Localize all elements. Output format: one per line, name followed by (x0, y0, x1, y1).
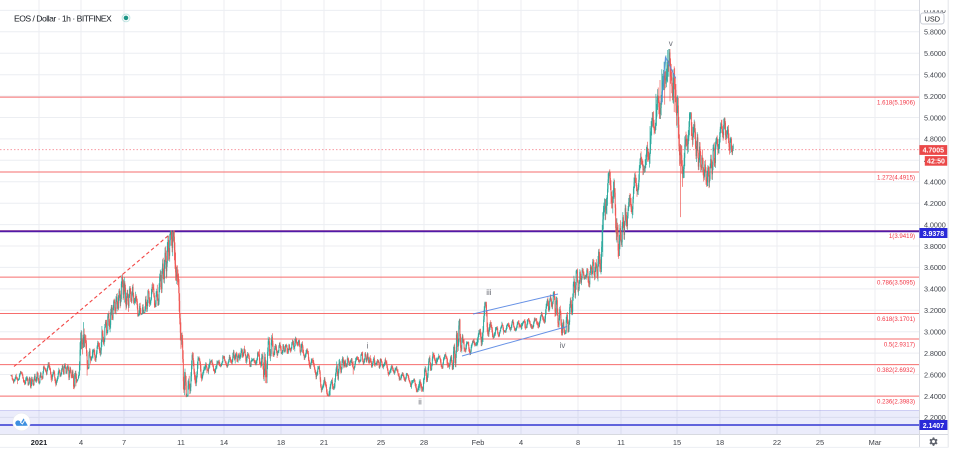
svg-text:4.8000: 4.8000 (924, 135, 946, 144)
svg-text:0.382(2.6932): 0.382(2.6932) (877, 367, 915, 374)
svg-text:ii: ii (418, 398, 422, 407)
svg-text:4.7005: 4.7005 (923, 148, 945, 155)
svg-text:iii: iii (486, 288, 492, 297)
svg-text:iv: iv (560, 341, 566, 350)
svg-text:5.2000: 5.2000 (924, 92, 946, 101)
svg-text:15: 15 (673, 438, 681, 447)
svg-text:5.6000: 5.6000 (924, 49, 946, 58)
svg-text:11: 11 (617, 438, 625, 447)
svg-text:7: 7 (122, 438, 126, 447)
svg-text:5.4000: 5.4000 (924, 71, 946, 80)
svg-text:22: 22 (773, 438, 781, 447)
svg-text:18: 18 (277, 438, 285, 447)
svg-text:5.0000: 5.0000 (924, 113, 946, 122)
svg-text:1.618(5.1906): 1.618(5.1906) (877, 99, 915, 106)
svg-text:1.272(4.4915): 1.272(4.4915) (877, 174, 915, 181)
svg-text:3.2000: 3.2000 (924, 306, 946, 315)
svg-text:2.1407: 2.1407 (923, 423, 945, 430)
svg-text:2.8000: 2.8000 (924, 349, 946, 358)
svg-text:3.8000: 3.8000 (924, 242, 946, 251)
svg-text:0.618(3.1701): 0.618(3.1701) (877, 316, 915, 323)
svg-text:18: 18 (716, 438, 724, 447)
svg-text:0.5(2.9317): 0.5(2.9317) (884, 341, 915, 348)
svg-text:v: v (669, 39, 673, 48)
svg-text:3.0000: 3.0000 (924, 328, 946, 337)
svg-text:4.2000: 4.2000 (924, 199, 946, 208)
svg-text:8: 8 (576, 438, 580, 447)
svg-text:14: 14 (220, 438, 228, 447)
svg-text:6.0000: 6.0000 (924, 6, 946, 15)
svg-text:3.6000: 3.6000 (924, 263, 946, 272)
svg-text:2021: 2021 (31, 438, 47, 447)
svg-text:4: 4 (519, 438, 523, 447)
svg-text:1(3.9419): 1(3.9419) (889, 233, 915, 240)
svg-text:4: 4 (79, 438, 83, 447)
svg-text:2.2000: 2.2000 (924, 413, 946, 422)
svg-text:i: i (367, 342, 369, 351)
svg-text:EOS / Dollar · 1h · BITFINEX: EOS / Dollar · 1h · BITFINEX (14, 13, 112, 23)
svg-text:2.4000: 2.4000 (924, 392, 946, 401)
svg-text:3.9378: 3.9378 (923, 231, 945, 238)
svg-text:11: 11 (177, 438, 185, 447)
svg-text:Feb: Feb (472, 438, 485, 447)
svg-text:25: 25 (377, 438, 385, 447)
svg-text:2.6000: 2.6000 (924, 370, 946, 379)
svg-text:4.4000: 4.4000 (924, 178, 946, 187)
svg-text:42:50: 42:50 (927, 159, 945, 166)
svg-text:Mar: Mar (869, 438, 882, 447)
svg-text:USD: USD (925, 14, 940, 23)
svg-text:25: 25 (816, 438, 824, 447)
svg-text:21: 21 (320, 438, 328, 447)
svg-text:28: 28 (420, 438, 428, 447)
svg-text:0.786(3.5095): 0.786(3.5095) (877, 279, 915, 286)
svg-text:4.0000: 4.0000 (924, 220, 946, 229)
svg-text:0.236(2.3983): 0.236(2.3983) (877, 398, 915, 405)
svg-text:3.4000: 3.4000 (924, 285, 946, 294)
svg-text:5.8000: 5.8000 (924, 28, 946, 37)
